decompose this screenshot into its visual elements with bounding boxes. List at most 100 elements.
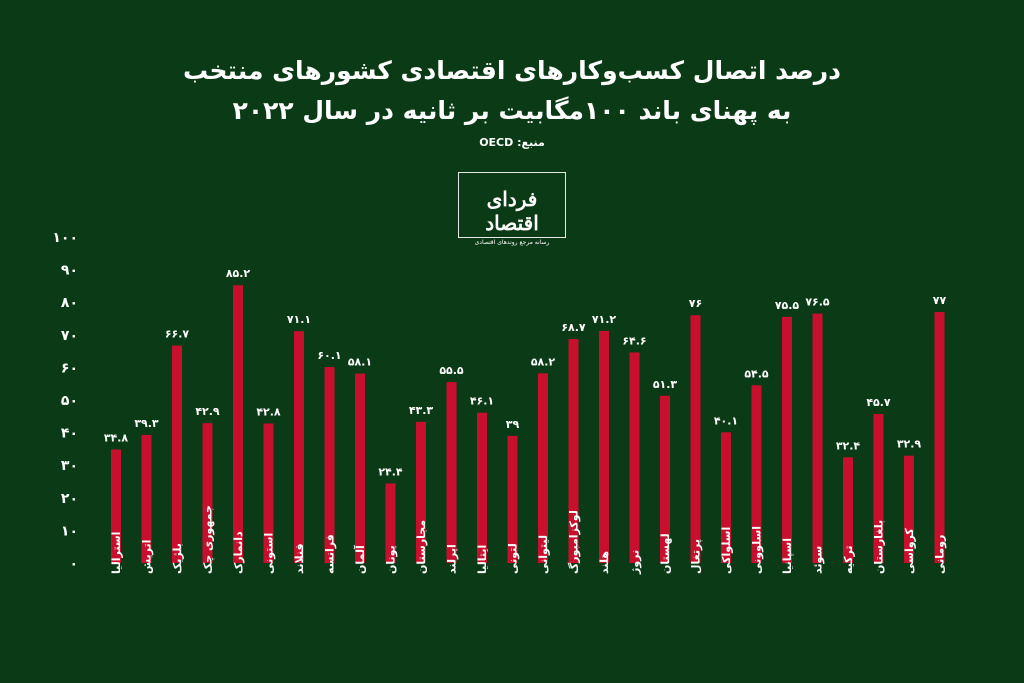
y-tick-label: ۱۰۰ — [52, 230, 78, 246]
logo-name: فردای اقتصاد — [485, 187, 539, 235]
data-label: ۳۴.۸ — [104, 432, 129, 445]
chart-title: درصد اتصال کسب‌وکارهای اقتصادی کشورهای م… — [183, 56, 841, 85]
x-tick-label: هلند — [598, 551, 611, 574]
data-label: ۵۸.۱ — [348, 356, 372, 369]
data-label: ۷۱.۱ — [287, 313, 311, 326]
x-tick-label: کرواسی — [903, 528, 916, 574]
bar — [599, 330, 609, 563]
bar — [385, 483, 396, 563]
data-label: ۴۰.۱ — [714, 414, 738, 427]
chart-subtitle: به پهنای باند ۱۰۰مگابیت بر ثانیه در سال … — [232, 96, 792, 125]
bar — [660, 395, 670, 563]
bar — [751, 385, 762, 563]
bar — [507, 435, 518, 563]
x-tick-label: مجارستان — [415, 520, 428, 574]
y-tick-label: ۳۰ — [61, 458, 78, 474]
x-tick-label: ایرلند — [446, 544, 459, 574]
data-label: ۶۶.۷ — [165, 328, 190, 341]
bar — [721, 432, 731, 563]
x-tick-label: یونان — [385, 545, 398, 574]
bar — [111, 449, 121, 563]
x-tick-label: فرانسه — [324, 534, 337, 574]
y-tick-label: ۰ — [69, 556, 78, 572]
x-tick-label: جمهوری چک — [202, 505, 215, 574]
x-tick-label: رومانی — [934, 535, 947, 574]
logo-tagline: رسانه مرجع روندهای اقتصادی — [474, 239, 550, 246]
bar — [233, 285, 243, 563]
data-label: ۵۴.۵ — [744, 367, 769, 380]
source-note: منبع: OECD — [479, 136, 545, 149]
data-label: ۸۵.۲ — [226, 267, 251, 280]
bar — [568, 339, 579, 563]
data-label: ۷۵.۵ — [775, 299, 800, 312]
x-tick-label: استرالیا — [110, 532, 123, 574]
bar — [294, 331, 304, 563]
x-tick-label: آلمان — [353, 545, 367, 574]
data-label: ۳۲.۹ — [897, 438, 922, 451]
bar — [538, 373, 548, 563]
x-tick-label: اسپانیا — [781, 538, 794, 574]
bar — [263, 423, 274, 563]
x-tick-label: لهستان — [659, 533, 672, 574]
bar — [477, 412, 487, 563]
x-tick-label: بلژیک — [171, 543, 184, 574]
logo: فردای اقتصاد رسانه مرجع روندهای اقتصادی — [458, 172, 566, 246]
bar — [782, 316, 792, 563]
data-label: ۵۱.۳ — [653, 378, 678, 391]
data-label: ۲۴.۴ — [378, 465, 403, 478]
data-label: ۳۹.۳ — [134, 417, 159, 430]
bar — [172, 345, 182, 563]
y-tick-label: ۹۰ — [61, 263, 78, 279]
y-tick-label: ۶۰ — [61, 360, 78, 376]
x-tick-label: لیتوانی — [537, 535, 550, 574]
bar — [812, 313, 823, 563]
data-label: ۷۶ — [689, 297, 702, 310]
bar — [904, 455, 914, 563]
data-label: ۴۵.۷ — [866, 396, 891, 409]
bar — [629, 352, 640, 563]
bar — [202, 423, 213, 563]
x-tick-label: سوئد — [812, 546, 825, 574]
x-tick-label: دانمارک — [232, 531, 245, 574]
y-tick-label: ۲۰ — [61, 491, 78, 507]
data-label: ۵۵.۵ — [439, 364, 464, 377]
data-label: ۷۷ — [933, 294, 947, 307]
bar — [355, 373, 365, 563]
x-tick-label: پرتغال — [690, 539, 703, 574]
x-tick-label: بلغارستان — [873, 520, 886, 574]
data-label: ۴۶.۱ — [470, 395, 494, 408]
data-label: ۳۹ — [506, 418, 520, 431]
x-tick-label: نروژ — [629, 550, 642, 575]
x-tick-label: فنلاند — [293, 543, 306, 574]
x-tick-label: لتونی — [507, 543, 520, 574]
data-label: ۷۱.۲ — [592, 313, 617, 326]
y-tick-label: ۴۰ — [61, 426, 78, 442]
bar — [690, 315, 701, 563]
bar — [141, 434, 152, 563]
x-tick-label: ترکیه — [842, 545, 855, 574]
data-label: ۷۶.۵ — [805, 296, 830, 309]
y-tick-label: ۱۰ — [61, 523, 78, 539]
data-label: ۶۰.۱ — [317, 349, 341, 362]
bar — [873, 414, 884, 563]
bar — [416, 421, 426, 563]
x-tick-label: لوکزامبورگ — [567, 510, 581, 574]
y-tick-label: ۸۰ — [61, 295, 78, 311]
data-label: ۶۸.۷ — [561, 321, 586, 334]
x-tick-label: اسلواکی — [720, 527, 733, 574]
x-tick-label: استونی — [263, 533, 276, 574]
data-label: ۶۴.۶ — [622, 334, 646, 347]
x-tick-label: اسلوونی — [751, 526, 764, 574]
y-tick-label: ۷۰ — [61, 328, 78, 344]
data-label: ۴۲.۸ — [256, 405, 281, 418]
bar — [446, 382, 457, 563]
data-label: ۵۸.۲ — [531, 355, 556, 368]
x-tick-label: ایتالیا — [476, 545, 489, 574]
bar — [843, 457, 853, 563]
bar — [324, 367, 335, 563]
data-label: ۳۲.۴ — [836, 439, 861, 452]
data-label: ۴۲.۹ — [195, 405, 220, 418]
data-label: ۴۳.۳ — [409, 404, 434, 417]
x-tick-label: اتریش — [141, 540, 154, 574]
y-tick-label: ۵۰ — [61, 393, 78, 409]
